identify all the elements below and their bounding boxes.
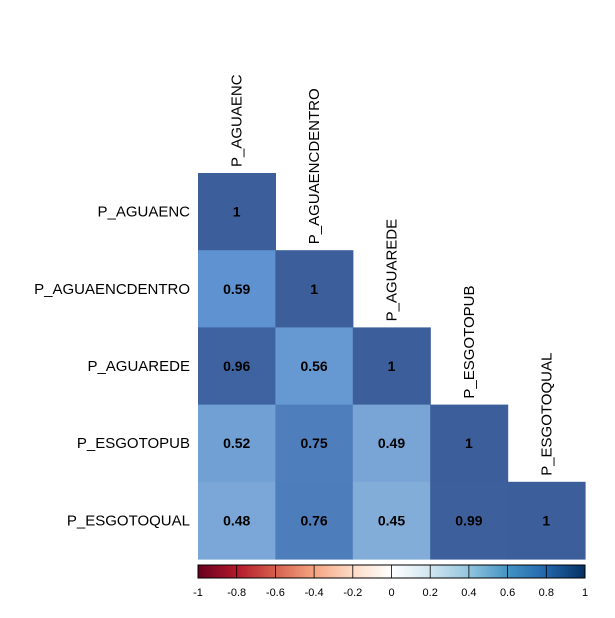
row-label: P_AGUAREDE: [87, 358, 190, 375]
row-label: P_ESGOTOPUB: [77, 435, 190, 452]
heatmap-cell: [430, 481, 509, 560]
colorbar-tick-label: 0.6: [500, 587, 515, 599]
heatmap-cell: [275, 404, 354, 483]
colorbar-ticks: -1 -0.8 -0.6 -0.4 -0.2 0 0.2 0.4 0.6 0.8 1: [193, 565, 588, 599]
colorbar-tick-label: 0.4: [461, 587, 476, 599]
heatmap-cell: [352, 404, 431, 483]
heatmap-cell: [198, 173, 276, 251]
cell-value-label: 0.49: [378, 435, 405, 451]
cell-value-label: 0.76: [300, 512, 327, 528]
heatmap-cell: [352, 481, 431, 560]
cell-value-label: 0.56: [300, 358, 327, 374]
colorbar-tick-label: 0: [388, 587, 394, 599]
colorbar-tick-label: -0.8: [227, 587, 246, 599]
cell-value-label: 1: [465, 435, 473, 451]
colorbar: -1 -0.8 -0.6 -0.4 -0.2 0 0.2 0.4 0.6 0.8 1: [193, 564, 588, 599]
column-label: P_AGUAENCDENTRO: [306, 88, 323, 244]
heatmap-cells: 1 0.59 1 0.96 0.56 1 0.52 0.75 0.49 1 0.48 0.76 0.45…: [198, 173, 586, 560]
heatmap-cell: [275, 250, 354, 328]
cell-value-label: 1: [310, 281, 318, 297]
heatmap-cell: [430, 404, 509, 483]
heatmap-cell: [275, 327, 354, 406]
colorbar-tick-label: -0.6: [266, 587, 285, 599]
colorbar-tick-label: -0.4: [305, 587, 324, 599]
colorbar-tick-label: 0.8: [539, 587, 554, 599]
heatmap-cell: [198, 404, 276, 483]
cell-value-label: 0.99: [455, 512, 482, 528]
colorbar-tick-label: 1: [582, 587, 588, 599]
cell-value-label: 0.96: [223, 358, 250, 374]
cell-value-label: 0.48: [223, 512, 250, 528]
heatmap-cell: [507, 481, 586, 560]
cell-value-label: 0.75: [300, 435, 327, 451]
heatmap-cell: [198, 327, 276, 406]
heatmap-cell: [198, 481, 276, 560]
row-label: P_AGUAENC: [97, 204, 190, 221]
cell-value-label: 0.45: [378, 512, 405, 528]
heatmap-cell: [275, 481, 354, 560]
heatmap-cell: [352, 327, 431, 406]
colorbar-tick-label: 0.2: [423, 587, 438, 599]
cell-value-label: 1: [233, 204, 241, 220]
cell-value-label: 1: [388, 358, 396, 374]
heatmap-cell: [198, 250, 276, 328]
cell-value-label: 1: [542, 512, 550, 528]
colorbar-tick-label: -0.2: [343, 587, 362, 599]
row-label: P_ESGOTOQUAL: [67, 512, 190, 529]
column-label: P_AGUAENC: [229, 74, 246, 167]
row-labels: P_AGUAENC P_AGUAENCDENTRO P_AGUAREDE P_ESGO…: [34, 204, 190, 530]
row-label: P_AGUAENCDENTRO: [34, 281, 190, 298]
column-labels: P_AGUAENC P_AGUAENCDENTRO P_AGUAREDE P_ESGO…: [229, 74, 556, 475]
cell-value-label: 0.59: [223, 281, 250, 297]
column-label: P_ESGOTOPUB: [461, 286, 478, 399]
column-label: P_AGUAREDE: [384, 219, 401, 322]
cell-value-label: 0.52: [223, 435, 250, 451]
column-label: P_ESGOTOQUAL: [538, 353, 555, 476]
colorbar-tick-label: -1: [193, 587, 203, 599]
